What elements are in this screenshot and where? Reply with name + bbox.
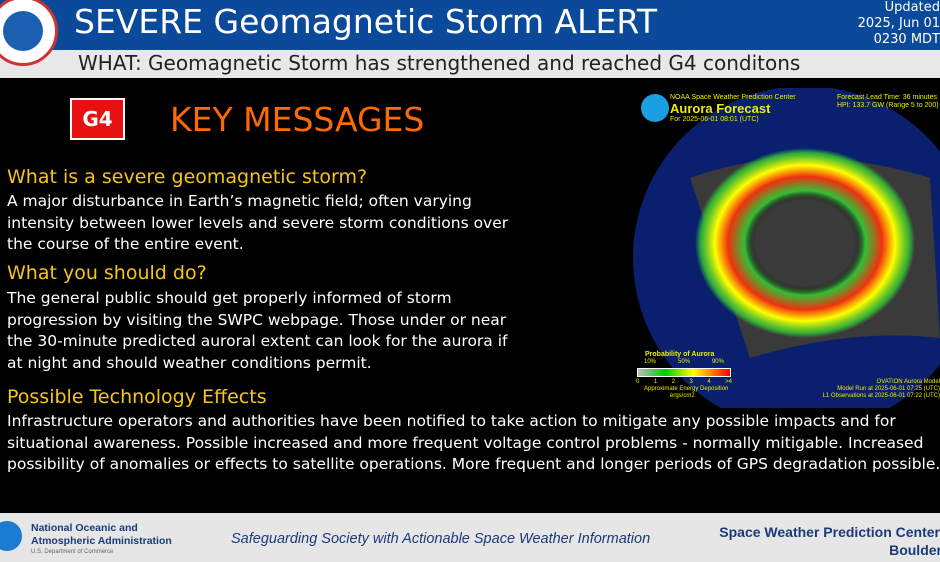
- swpc-line: Space Weather Prediction Center: [719, 524, 940, 540]
- pct-label: 50%: [677, 359, 690, 365]
- legend-scale: 0 1 2 3 4 >4: [636, 379, 732, 385]
- scale-label: 0: [636, 379, 640, 385]
- updated-label: Updated: [884, 0, 940, 15]
- swpc-name: Space Weather Prediction Center Boulder, …: [719, 523, 940, 559]
- aurora-lead-time: Forecast Lead Time: 36 minutes: [837, 94, 937, 101]
- model-run: Model Run at 2025-06-01 07:25 (UTC): [837, 386, 940, 392]
- scale-label: 1: [653, 379, 658, 385]
- org-line: Atmospheric Administration: [31, 535, 172, 547]
- swpc-city: Boulder, CO: [889, 542, 940, 558]
- aurora-title: Aurora Forecast: [670, 101, 771, 116]
- scale-label: 2: [671, 379, 675, 385]
- scale-label: 4: [707, 379, 711, 385]
- pct-label: 90%: [711, 359, 724, 365]
- section-heading: Possible Technology Effects: [7, 386, 267, 408]
- section-body: Infrastructure operators and authorities…: [7, 412, 940, 473]
- section-body: The general public should get properly i…: [7, 289, 508, 372]
- updated-time: 0230 MDT: [873, 32, 940, 47]
- section-body: A major disturbance in Earth’s magnetic …: [7, 192, 509, 253]
- legend-unit2: ergs/cm2: [670, 393, 695, 399]
- scale-label: 3: [689, 379, 693, 385]
- legend-title: Probability of Aurora: [645, 351, 715, 358]
- aurora-hpi: HPI: 133.7 GW (Range 5 to 200): [837, 102, 939, 109]
- key-messages-title: KEY MESSAGES: [170, 100, 425, 139]
- legend-pct: 10% 50% 90%: [644, 359, 724, 365]
- noaa-logo: [0, 521, 22, 551]
- aurora-forecast-map: NOAA Space Weather Prediction Center Aur…: [630, 86, 940, 430]
- legend-colorbar: [637, 368, 731, 377]
- aurora-date: For 2025-06-01 08:01 (UTC): [670, 116, 759, 123]
- footer: National Oceanic and Atmospheric Administ…: [0, 513, 940, 562]
- slogan: Safeguarding Society with Actionable Spa…: [231, 531, 651, 547]
- section-heading: What is a severe geomagnetic storm?: [7, 166, 368, 188]
- observations: L1 Observations at 2025-06-01 07:22 (UTC…: [822, 393, 940, 399]
- org-line: National Oceanic and: [31, 522, 138, 534]
- model-name: OVATION Aurora Model: [876, 379, 940, 385]
- dept: U.S. Department of Commerce: [31, 549, 114, 555]
- g4-badge: G4: [70, 98, 125, 140]
- page-title: SEVERE Geomagnetic Storm ALERT: [74, 2, 658, 41]
- updated-timestamp: Updated 2025, Jun 01 0230 MDT: [858, 0, 940, 48]
- aurora-source: NOAA Space Weather Prediction Center: [670, 94, 796, 101]
- updated-date: 2025, Jun 01: [857, 16, 940, 31]
- globe-image: [633, 86, 940, 430]
- scale-label: >4: [725, 379, 732, 385]
- legend-unit: Approximate Energy Deposition: [644, 386, 729, 392]
- header-bar: SEVERE Geomagnetic Storm ALERT Updated 2…: [0, 0, 940, 50]
- section-heading: What you should do?: [7, 262, 207, 284]
- noaa-name: National Oceanic and Atmospheric Administ…: [31, 522, 172, 548]
- what-banner: WHAT: Geomagnetic Storm has strengthened…: [0, 50, 940, 78]
- pct-label: 10%: [644, 359, 657, 365]
- nws-logo: [0, 0, 58, 66]
